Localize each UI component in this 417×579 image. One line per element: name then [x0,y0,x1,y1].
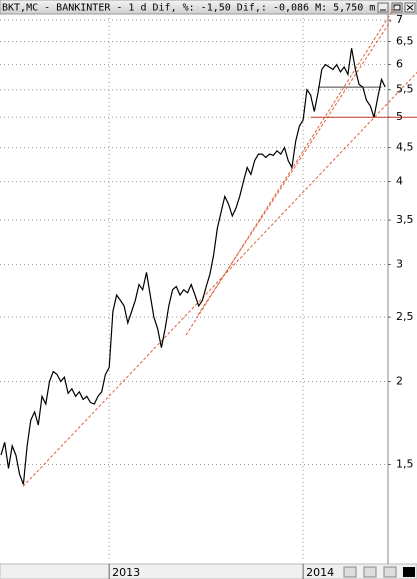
y-tick-label: 1,5 [396,458,414,471]
y-tick-label: 6,5 [396,34,414,47]
tool-button[interactable] [363,566,377,578]
header-bar: BKT,MC - BANKINTER - 1 d Dif, %: -1,50 D… [0,0,417,15]
x-tick-label: 2014 [306,566,334,579]
tool-button[interactable] [383,566,397,578]
y-tick-label: 2 [396,375,403,388]
y-tick-label: 7 [396,13,403,26]
trend-line [197,19,392,316]
close-icon [406,4,414,11]
header-background [0,0,417,15]
minimize-button[interactable] [377,2,389,13]
bottom-bar [0,563,417,579]
x-tick-label: 2013 [112,566,140,579]
bottom-background [0,563,417,579]
y-tick-label: 5,5 [396,83,414,96]
trend-line [22,71,417,487]
maximize-button[interactable] [391,2,403,13]
y-tick-label: 6 [396,58,403,71]
chart-title: BKT,MC - BANKINTER - 1 d Dif, %: -1,50 D… [2,3,375,14]
price-line [0,48,386,485]
tool-button[interactable] [343,566,357,578]
y-tick-label: 4,5 [396,141,414,154]
color-button[interactable] [403,567,415,577]
y-tick-label: 3,5 [396,213,414,226]
y-tick-label: 3 [396,258,403,271]
y-tick-label: 2,5 [396,310,414,323]
y-tick-label: 4 [396,175,403,188]
